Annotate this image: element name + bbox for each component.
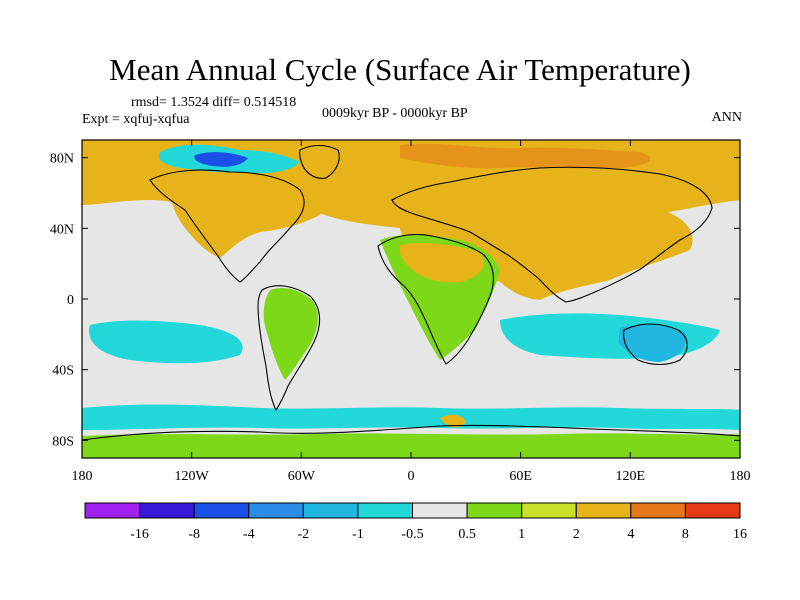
x-tick-label: 0 (408, 469, 415, 484)
colorbar-label: -2 (297, 527, 309, 542)
coastline-antarctica (82, 424, 740, 441)
coastline-africa (377, 233, 494, 365)
colorbar-label: 4 (627, 527, 634, 542)
x-axis: 180 120W 60W 0 60E 120E 180 (72, 140, 751, 484)
y-tick-label: 40S (52, 364, 74, 379)
x-tick-label: 120E (616, 469, 646, 484)
y-tick-label: 40N (50, 222, 74, 237)
field-sahara-orange (399, 242, 484, 283)
x-tick-label: 60W (288, 469, 316, 484)
field-arctic-orange (400, 143, 651, 169)
colorbar-swatch (193, 502, 250, 519)
stats-label: rmsd= 1.3524 diff= 0.514518 (131, 95, 297, 110)
map-plot-area (82, 140, 740, 458)
colorbar-label: 8 (682, 527, 689, 542)
x-tick-label: 60E (509, 469, 532, 484)
season-label: ANN (711, 110, 742, 125)
colorbar-label: -8 (188, 527, 200, 542)
colorbar-swatch (84, 502, 141, 519)
colorbar-swatch (412, 502, 468, 519)
colorbar-swatch (139, 502, 195, 519)
colorbar-swatch (302, 502, 359, 519)
field-samerica-warm (263, 288, 318, 380)
colorbar-label: -16 (130, 527, 149, 542)
colorbar-label: 0.5 (458, 527, 476, 542)
colorbar-label: 2 (573, 527, 580, 542)
field-pacific-cool (89, 320, 243, 364)
y-tick-label: 80S (52, 434, 74, 449)
coastline-eurasia (391, 166, 713, 303)
coastlines (82, 144, 740, 441)
colorbar-label: -1 (352, 527, 364, 542)
coastline-south-america (257, 285, 321, 412)
coastline-greenland (299, 144, 340, 179)
y-tick-label: 0 (67, 293, 74, 308)
experiment-label: Expt = xqfuj-xqfua (82, 112, 190, 127)
colorbar-swatch (575, 502, 632, 519)
coastline-australia (623, 323, 688, 366)
field-canada-deepcold (194, 152, 248, 167)
field-antarctic-warm (82, 433, 740, 458)
field-namerica-warm (169, 174, 323, 258)
colorbar-swatch (466, 502, 523, 519)
x-tick-label: 180 (730, 469, 751, 484)
colorbar-swatch (521, 502, 577, 519)
field-antarctic-hot (440, 414, 466, 428)
chart-title: Mean Annual Cycle (Surface Air Temperatu… (109, 52, 691, 87)
x-tick-label: 180 (72, 469, 93, 484)
colorbar-swatch (357, 502, 413, 519)
colorbar-swatch (630, 502, 686, 519)
y-axis: 80N 40N 0 40S 80S (50, 152, 740, 449)
field-eurasia-warm (400, 197, 693, 300)
colorbar-swatch (684, 502, 741, 519)
colorbar-label: -4 (243, 527, 255, 542)
period-label: 0009kyr BP - 0000kyr BP (322, 106, 468, 121)
colorbar: -16 -8 -4 -2 -1 -0.5 0.5 1 2 4 8 16 (84, 502, 747, 542)
field-australia-cool (618, 324, 687, 362)
x-tick-label: 120W (175, 469, 210, 484)
coastline-north-america (149, 169, 305, 283)
y-tick-label: 80N (50, 152, 74, 167)
colorbar-label: 1 (518, 527, 525, 542)
field-southern-ocean-cool (82, 404, 740, 430)
colorbar-label: 16 (733, 527, 747, 542)
colorbar-swatch (248, 502, 304, 519)
colorbar-label: -0.5 (401, 527, 423, 542)
